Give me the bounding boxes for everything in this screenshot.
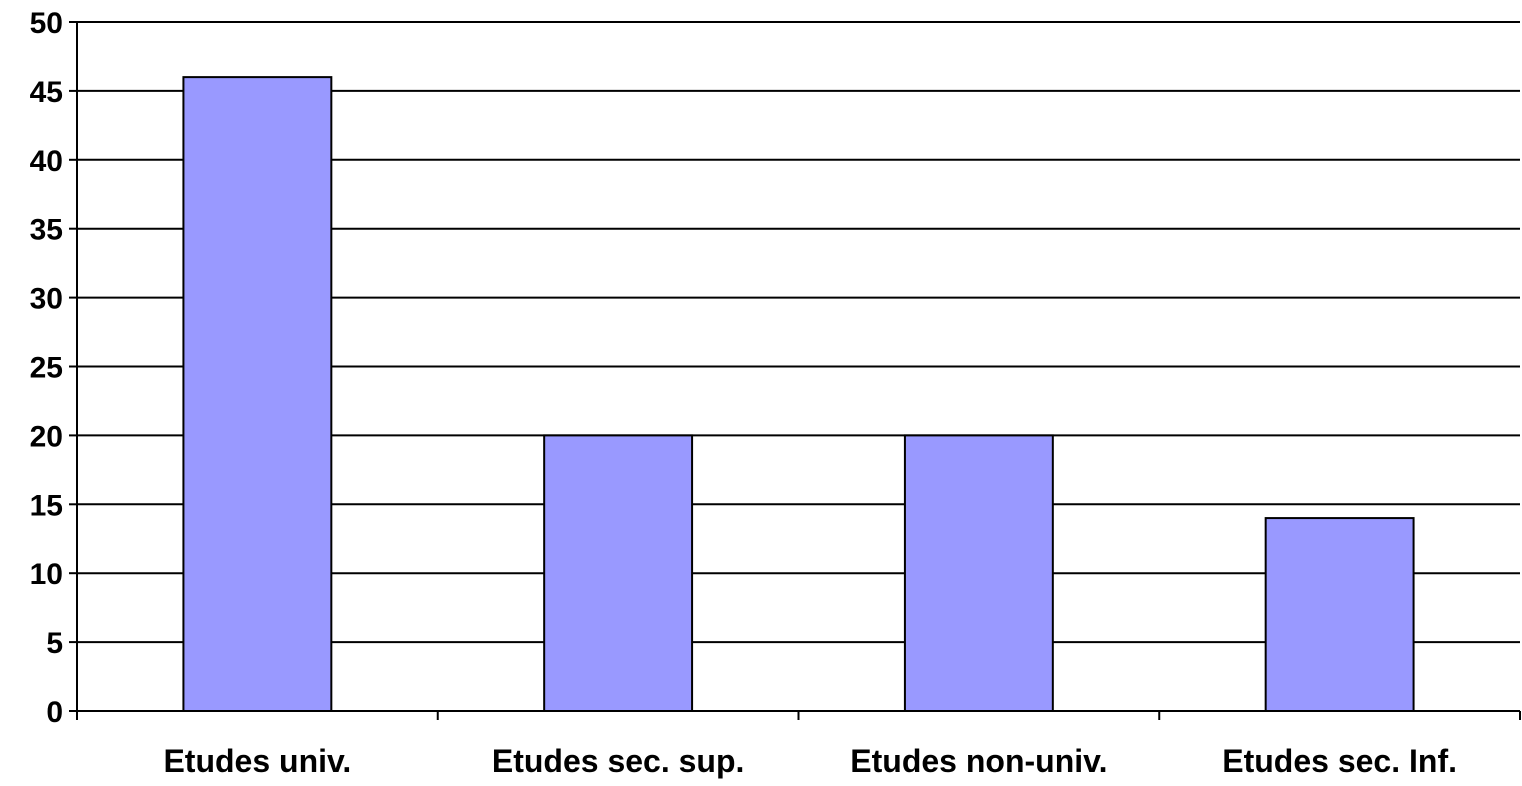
y-tick-label: 0 — [46, 696, 63, 729]
y-tick-label: 30 — [30, 283, 63, 316]
x-tick-label: Etudes sec. sup. — [492, 743, 745, 779]
bar — [903, 434, 1054, 712]
y-tick-label: 45 — [30, 76, 63, 109]
bars — [182, 76, 1415, 713]
bar — [182, 76, 333, 713]
x-tick-label: Etudes non-univ. — [850, 743, 1107, 779]
y-tick-label: 5 — [46, 627, 63, 660]
y-tick-label: 25 — [30, 352, 63, 385]
y-tick-label: 40 — [30, 145, 63, 178]
y-tick-label: 10 — [30, 558, 63, 591]
y-tick-labels: 0 5 10 15 20 25 30 35 40 45 50 — [30, 7, 63, 729]
bar — [543, 434, 694, 712]
x-tick-label: Etudes univ. — [163, 743, 351, 779]
y-tick-label: 15 — [30, 489, 63, 522]
y-tick-label: 35 — [30, 214, 63, 247]
bar — [1264, 517, 1415, 713]
axes — [69, 21, 1521, 720]
x-tick-label: Etudes sec. Inf. — [1222, 743, 1457, 779]
y-tick-label: 20 — [30, 420, 63, 453]
x-tick-labels: Etudes univ. Etudes sec. sup. Etudes non-u… — [163, 743, 1457, 779]
y-tick-label: 50 — [30, 7, 63, 40]
